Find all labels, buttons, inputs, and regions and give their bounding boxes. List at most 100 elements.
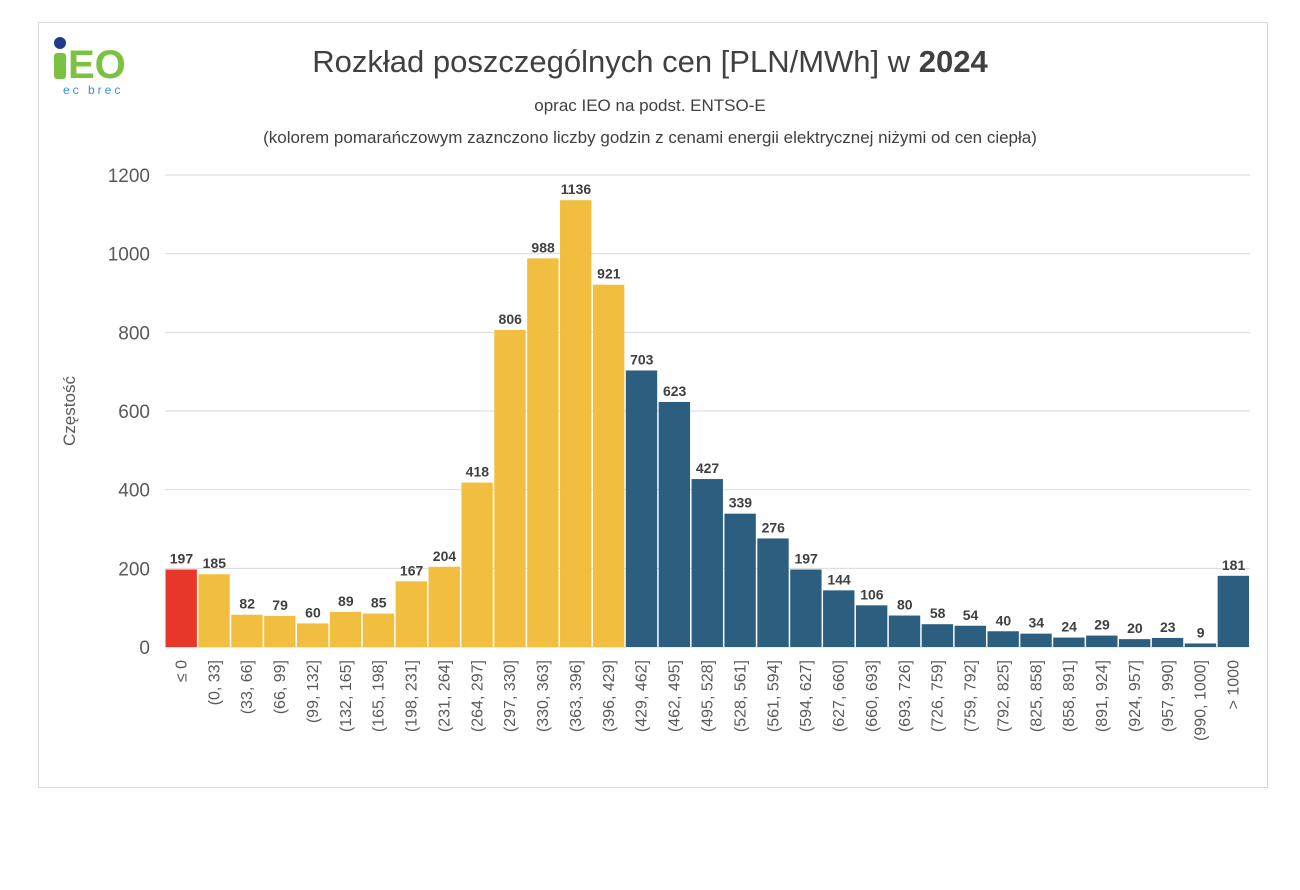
data-label: 20 bbox=[1127, 620, 1143, 636]
data-label: 29 bbox=[1094, 617, 1110, 633]
bar bbox=[921, 624, 954, 647]
data-label: 1136 bbox=[561, 181, 592, 197]
category-label: (495, 528] bbox=[700, 660, 717, 732]
data-label: 806 bbox=[499, 311, 523, 327]
category-label: (297, 330] bbox=[502, 660, 519, 732]
category-label: (825, 858] bbox=[1028, 660, 1045, 732]
bar bbox=[1151, 637, 1184, 647]
data-label: 144 bbox=[827, 571, 851, 587]
data-label: 24 bbox=[1061, 619, 1077, 635]
category-label: (858, 891] bbox=[1061, 660, 1078, 732]
y-tick-label: 1200 bbox=[108, 166, 150, 187]
data-label: 427 bbox=[696, 460, 720, 476]
data-label: 54 bbox=[963, 607, 979, 623]
category-label: (429, 462] bbox=[634, 660, 651, 732]
category-label: (99, 132] bbox=[305, 660, 322, 723]
y-tick-label: 400 bbox=[118, 481, 150, 502]
data-label: 80 bbox=[897, 597, 913, 613]
category-label: (924, 957] bbox=[1127, 660, 1144, 732]
category-label: (33, 66] bbox=[239, 660, 256, 714]
data-label: 204 bbox=[433, 548, 457, 564]
data-label: 623 bbox=[663, 383, 687, 399]
category-label: ≤ 0 bbox=[173, 660, 190, 682]
y-axis-label: Częstość bbox=[60, 376, 79, 446]
data-label: 197 bbox=[170, 551, 194, 567]
data-label: 34 bbox=[1028, 615, 1044, 631]
category-label: (561, 594] bbox=[765, 660, 782, 732]
data-label: 106 bbox=[860, 586, 884, 602]
bar bbox=[1184, 643, 1217, 647]
svg-text:EO: EO bbox=[68, 43, 126, 87]
category-label: (264, 297] bbox=[469, 660, 486, 732]
bar bbox=[527, 258, 559, 647]
category-label: (660, 693] bbox=[864, 660, 881, 732]
bar bbox=[823, 590, 855, 647]
category-label: (792, 825] bbox=[995, 660, 1012, 732]
category-label: (891, 924] bbox=[1094, 660, 1111, 732]
y-tick-label: 800 bbox=[118, 323, 150, 344]
bar bbox=[1118, 639, 1151, 647]
bar bbox=[362, 613, 395, 647]
y-tick-label: 200 bbox=[118, 559, 150, 580]
category-label: (165, 198] bbox=[371, 660, 388, 732]
data-label: 185 bbox=[203, 555, 227, 571]
ieo-logo: EO ec brec bbox=[50, 34, 160, 100]
bar bbox=[592, 284, 625, 647]
chart-subtitle: oprac IEO na podst. ENTSO-E bbox=[534, 96, 766, 115]
data-label: 82 bbox=[239, 596, 255, 612]
bar bbox=[494, 329, 526, 647]
bar bbox=[1217, 575, 1249, 647]
svg-text:ec brec: ec brec bbox=[63, 83, 123, 97]
category-label: (528, 561] bbox=[732, 660, 749, 732]
bar bbox=[757, 538, 789, 647]
category-label: (990, 1000] bbox=[1193, 660, 1210, 741]
category-label: (462, 495] bbox=[667, 660, 684, 732]
bar bbox=[297, 623, 329, 647]
bar bbox=[1020, 633, 1052, 647]
data-label: 988 bbox=[531, 239, 555, 255]
data-label: 23 bbox=[1160, 619, 1176, 635]
bar bbox=[1086, 635, 1118, 647]
bar bbox=[855, 605, 888, 647]
bar bbox=[560, 200, 592, 647]
y-tick-label: 1000 bbox=[108, 245, 150, 266]
data-label: 418 bbox=[466, 464, 490, 480]
category-label: (330, 363] bbox=[535, 660, 552, 732]
data-label: 276 bbox=[762, 519, 786, 535]
category-label: (627, 660] bbox=[831, 660, 848, 732]
data-label: 167 bbox=[400, 562, 424, 578]
category-label: (594, 627] bbox=[798, 660, 815, 732]
data-label: 9 bbox=[1197, 624, 1205, 640]
bar bbox=[231, 614, 263, 647]
y-tick-label: 600 bbox=[118, 402, 150, 423]
data-label: 79 bbox=[272, 597, 288, 613]
category-label: (957, 990] bbox=[1160, 660, 1177, 732]
data-label: 921 bbox=[597, 266, 621, 282]
category-label: (363, 396] bbox=[568, 660, 585, 732]
data-label: 58 bbox=[930, 605, 946, 621]
category-label: (759, 792] bbox=[963, 660, 980, 732]
bar bbox=[198, 574, 230, 647]
bar bbox=[428, 566, 460, 647]
data-label: 89 bbox=[338, 593, 354, 609]
data-label: 339 bbox=[729, 495, 753, 511]
chart-note: (kolorem pomarańczowym zaznczono liczby … bbox=[263, 128, 1037, 147]
y-tick-label: 0 bbox=[139, 638, 150, 659]
category-label: (66, 99] bbox=[272, 660, 289, 714]
category-label: (693, 726] bbox=[897, 660, 914, 732]
category-label: (198, 231] bbox=[404, 660, 421, 732]
bar bbox=[658, 401, 691, 647]
category-label: > 1000 bbox=[1226, 660, 1243, 709]
bar bbox=[461, 482, 493, 647]
data-label: 197 bbox=[794, 551, 818, 567]
bar bbox=[987, 631, 1019, 647]
bar bbox=[329, 611, 362, 647]
bar bbox=[264, 615, 296, 647]
bar bbox=[954, 625, 986, 647]
data-label: 40 bbox=[996, 612, 1012, 628]
data-label: 703 bbox=[630, 351, 654, 367]
chart-title: Rozkład poszczególnych cen [PLN/MWh] w 2… bbox=[312, 44, 988, 79]
bar bbox=[395, 581, 428, 647]
bar bbox=[790, 569, 822, 647]
